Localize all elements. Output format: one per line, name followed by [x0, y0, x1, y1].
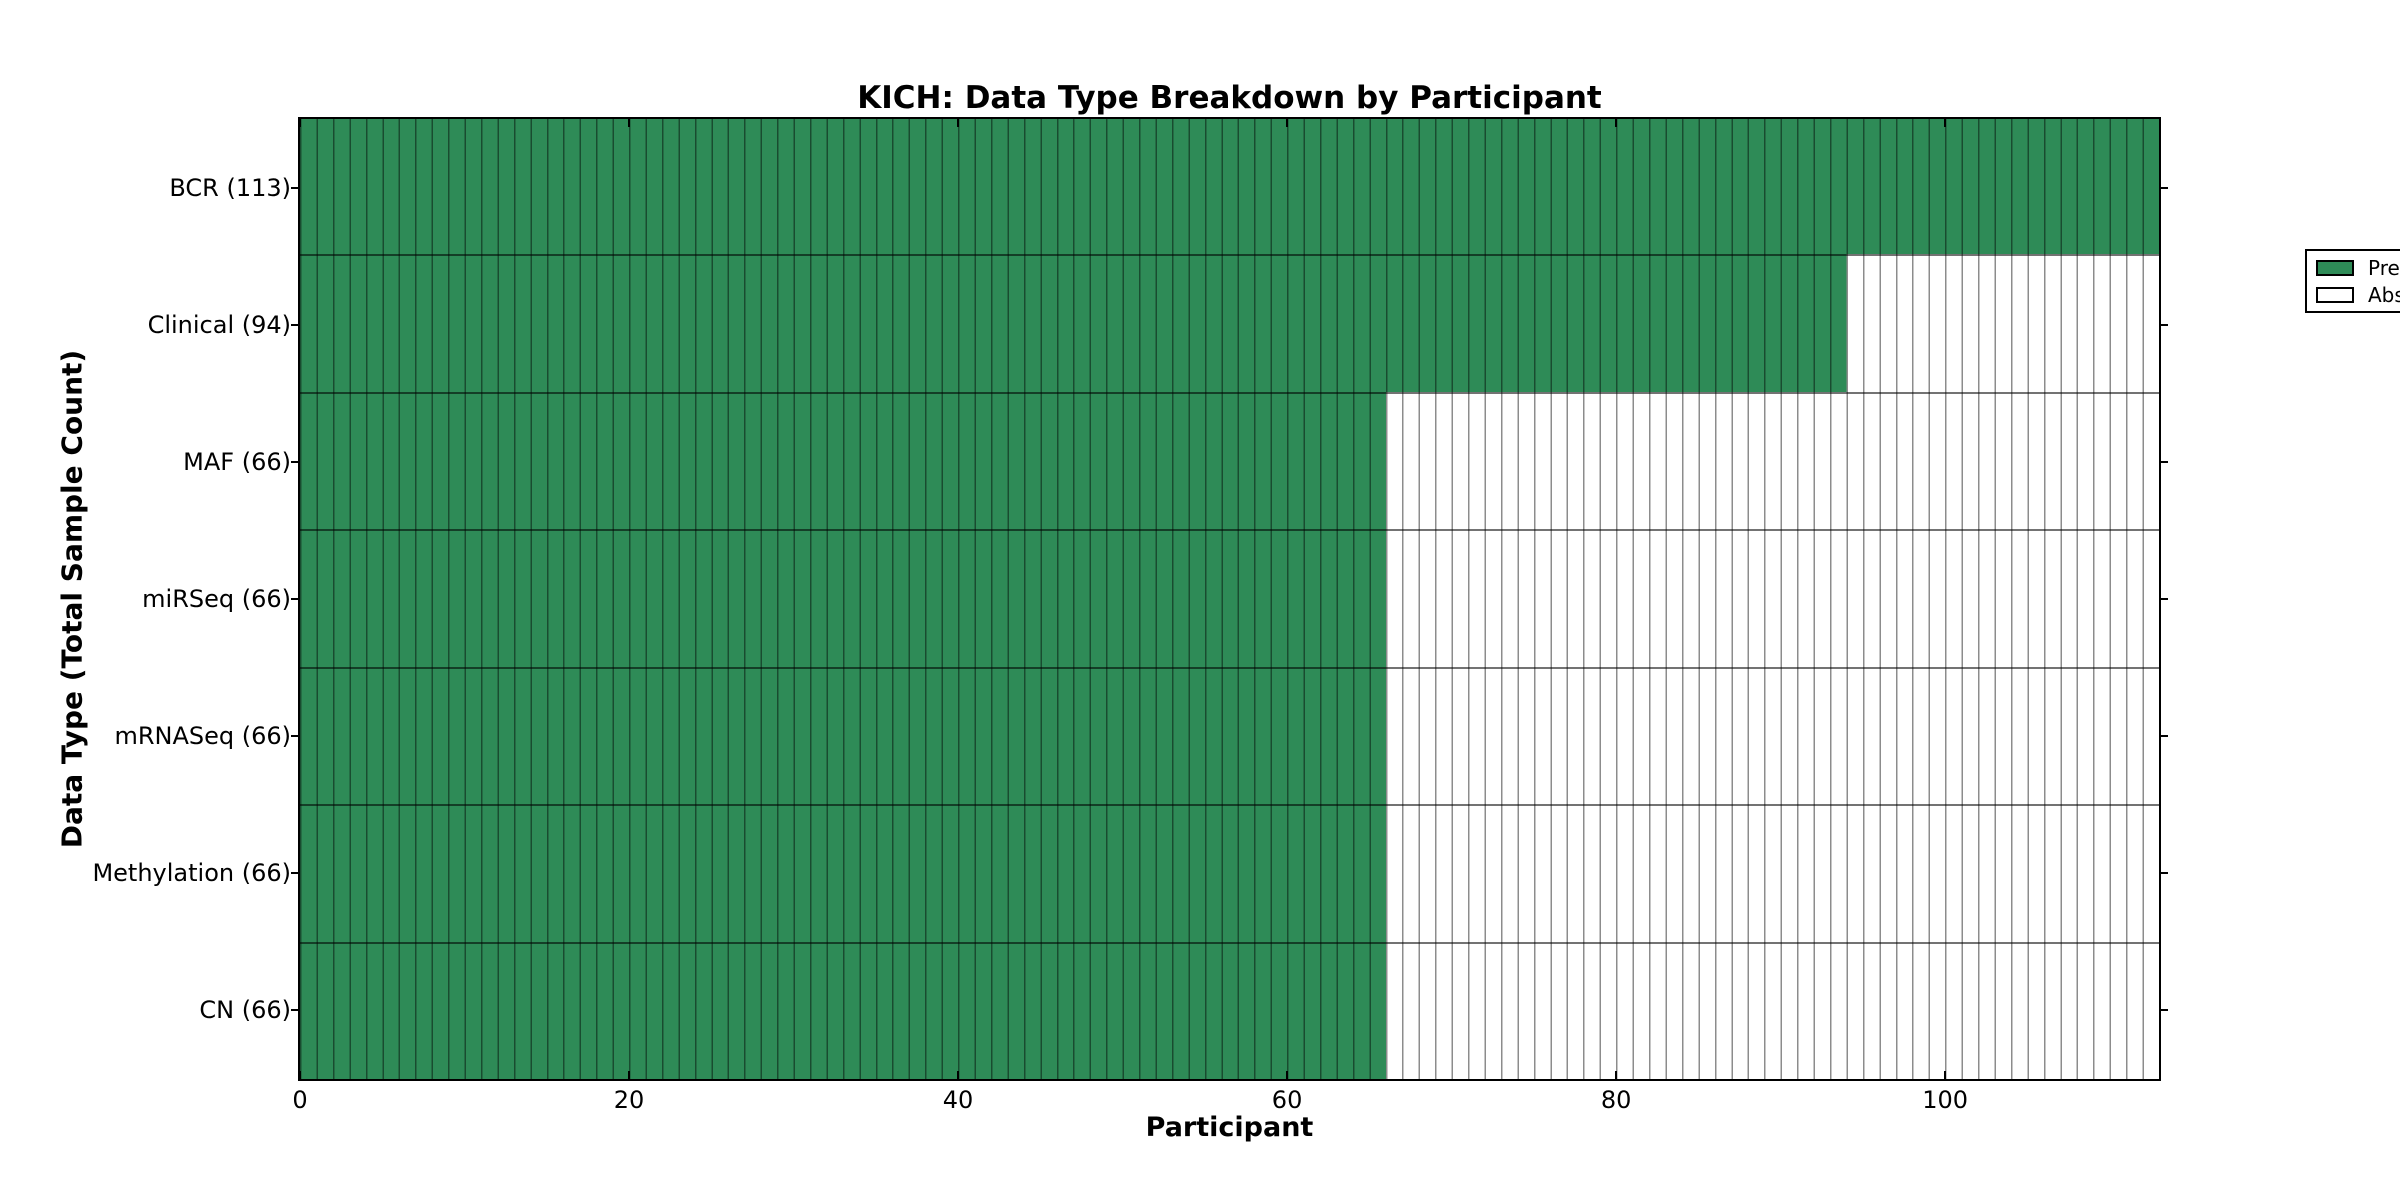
x-tick-mark [1286, 119, 1289, 127]
y-tick-mark [291, 598, 299, 600]
heatmap-row-maf [300, 391, 2159, 530]
legend-entry-present: Present [2316, 258, 2400, 278]
x-tick-mark [1944, 1071, 1947, 1079]
heatmap-row-mirseq [300, 529, 2159, 667]
x-tick-mark [628, 1071, 631, 1079]
x-tick-mark [957, 1071, 960, 1079]
x-tick-label: 80 [1600, 1086, 1632, 1114]
y-tick-label-clinical: Clinical (94) [147, 310, 291, 339]
chart-title: KICH: Data Type Breakdown by Participant [857, 80, 1602, 116]
y-tick-mark [2160, 323, 2168, 326]
legend-swatch-absent [2316, 286, 2354, 303]
y-tick-mark [2160, 1009, 2168, 1012]
x-tick-mark [1944, 119, 1947, 127]
heatmap-row-bcr [300, 119, 2159, 255]
x-tick-label: 100 [1922, 1086, 1969, 1114]
y-tick-label-cn: CN (66) [199, 996, 291, 1025]
x-tick-mark [957, 119, 960, 127]
y-tick-mark [291, 460, 299, 463]
x-tick-mark [299, 1071, 301, 1079]
x-tick-label: 0 [292, 1086, 308, 1114]
heatmap-row-cn [300, 941, 2159, 1079]
x-tick-mark [299, 119, 301, 127]
y-tick-mark [291, 323, 299, 326]
y-tick-mark [2160, 186, 2168, 189]
legend-label-present: Present [2368, 255, 2400, 280]
x-tick-mark [1615, 1071, 1618, 1079]
x-tick-label: 40 [942, 1086, 974, 1114]
heatmap-row-methylation [300, 804, 2159, 942]
x-tick-label: 60 [1271, 1086, 1303, 1114]
legend-label-absent: Absent [2368, 282, 2400, 307]
x-tick-label: 20 [613, 1086, 645, 1114]
y-tick-mark [2160, 735, 2168, 738]
y-tick-label-bcr: BCR (113) [169, 173, 291, 202]
y-tick-label-methylation: Methylation (66) [92, 859, 291, 888]
heatmap-row-mrnaseq [300, 666, 2159, 805]
x-tick-mark [1286, 1071, 1289, 1079]
y-tick-mark [291, 735, 299, 738]
y-tick-label-mirseq: miRSeq (66) [142, 585, 291, 613]
y-tick-label-maf: MAF (66) [183, 447, 291, 476]
y-tick-mark [291, 1009, 299, 1012]
y-tick-mark [2160, 872, 2168, 875]
legend-swatch-present [2316, 259, 2354, 276]
y-axis-label: Data Type (Total Sample Count) [55, 349, 89, 849]
legend-entry-absent: Absent [2316, 285, 2400, 305]
y-tick-label-mrnaseq: mRNASeq (66) [114, 722, 291, 751]
x-tick-mark [628, 119, 631, 127]
y-tick-mark [291, 186, 299, 189]
heatmap-rows [300, 119, 2159, 1079]
heatmap-row-clinical [300, 254, 2159, 392]
x-tick-mark [1615, 119, 1618, 127]
y-tick-mark [2160, 460, 2168, 463]
y-tick-mark [291, 872, 299, 875]
plot-area: Present Absent [298, 117, 2400, 1081]
x-axis-label: Participant [1145, 1112, 1314, 1143]
y-tick-mark [2160, 598, 2168, 600]
legend: Present Absent [2305, 249, 2400, 313]
